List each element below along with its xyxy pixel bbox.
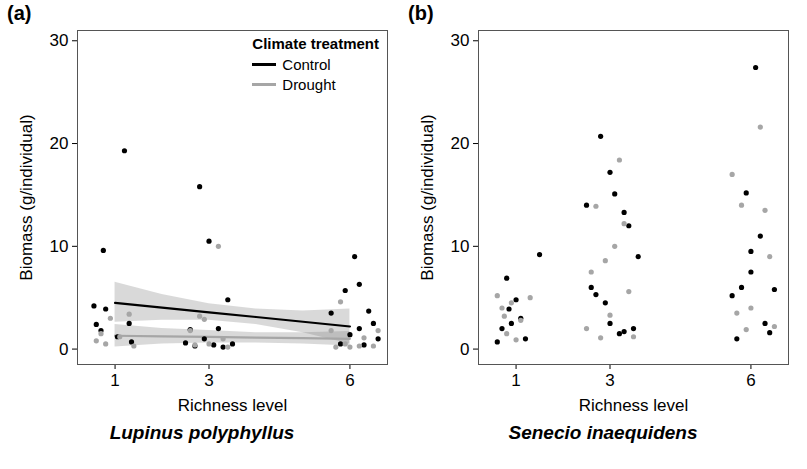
svg-text:1: 1 (110, 371, 119, 390)
html-text:Senecio inaequidens: Senecio inaequidens (508, 422, 698, 443)
svg-text:0: 0 (59, 340, 68, 359)
html-text:Lupinus polyphyllus: Lupinus polyphyllus (109, 422, 295, 443)
svg-text:Richness level: Richness level (579, 396, 689, 415)
html-text:(b): (b) (408, 2, 434, 24)
svg-text:20: 20 (451, 134, 470, 153)
svg-text:30: 30 (451, 31, 470, 50)
svg-text:Richness level: Richness level (178, 396, 288, 415)
svg-text:Biomass (g/individual): Biomass (g/individual) (17, 114, 36, 280)
svg-text:10: 10 (50, 237, 69, 256)
svg-text:Biomass (g/individual): Biomass (g/individual) (418, 114, 437, 280)
svg-text:0: 0 (460, 340, 469, 359)
svg-text:3: 3 (605, 371, 614, 390)
html-text:Control: Control (282, 55, 331, 73)
svg-text:10: 10 (451, 237, 470, 256)
html-text:Drought: Drought (282, 75, 336, 93)
html-text:Climate treatment: Climate treatment (252, 35, 379, 52)
html-text:(a): (a) (7, 2, 32, 24)
svg-text:1: 1 (511, 371, 520, 390)
svg-text:6: 6 (746, 371, 755, 390)
svg-text:6: 6 (345, 371, 354, 390)
svg-text:30: 30 (50, 31, 69, 50)
svg-text:20: 20 (50, 134, 69, 153)
svg-text:3: 3 (204, 371, 213, 390)
